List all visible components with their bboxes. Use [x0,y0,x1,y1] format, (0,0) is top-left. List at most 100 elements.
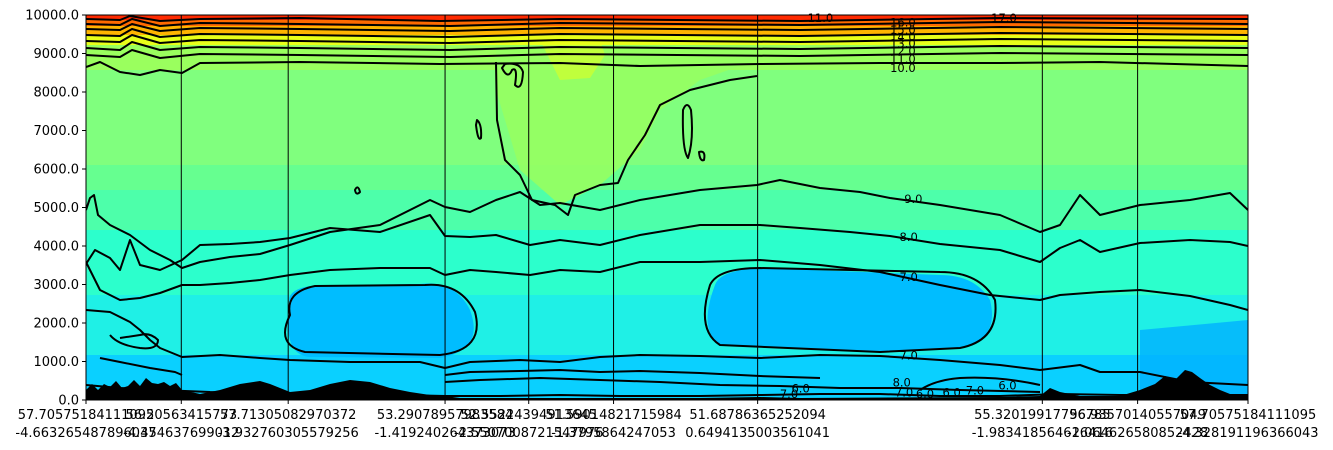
contour-label: 15.0 [890,23,916,37]
contour-line-8 [86,214,1248,271]
x-tick-label-longitude: -4.663265487896037 [15,426,156,441]
contour-line-6-right-ring [703,267,997,353]
field-yellow-patch [540,40,605,80]
contour-line-10-island-b [475,119,483,140]
contour-label: 16.0 [890,16,916,30]
x-tick-label-longitude: -1.3795864247053 [551,426,676,441]
x-tick-label-longitude: -3.932760305579256 [218,426,359,441]
contour-line-10-island-e [354,186,361,195]
contour-label: 11.0 [890,52,916,66]
y-tick-label: 2000.0 [34,317,80,332]
y-tick-label: 0.0 [58,394,79,409]
contour-label: 9.0 [904,192,922,206]
x-tick-label-longitude: -1.419240264373073 [374,426,515,441]
contour-line-13 [86,34,1248,44]
contour-line-16 [86,18,1248,27]
contour-label-text: 7.0 [900,348,918,362]
contour-label: 13.0 [890,36,916,50]
x-tick-label-latitude: 51.68786365252094 [689,408,825,423]
contour-label-text: 7.0 [900,270,918,284]
contour-line-12 [86,41,1248,51]
contour-label: 7.0 [966,383,984,397]
y-axis: 0.0 1000.0 2000.0 3000.0 4000.0 5000.0 6000.0 7… [25,9,86,409]
contour-line-7-bottom [444,377,1041,393]
contour-line-10-island-d [698,150,706,162]
y-tick-label: 3000.0 [34,278,80,293]
contour-line-6-loop [919,376,1041,391]
contour-label: 6.0 [791,381,809,395]
field-deep-blue-right [707,268,992,352]
contour-line-6-lower-b [99,357,183,376]
contour-line-10-island-a [501,62,524,88]
filled-contour-field [86,15,1248,400]
contour-level-labels: 16.015.014.013.012.011.010.011.017.09.08… [780,11,1017,401]
contour-line-6-lower-a [109,333,159,350]
contour-label: 8.0 [893,375,911,389]
contour-label-text: 7.0 [780,387,798,401]
contour-label-text: 6.0 [916,387,934,401]
contour-line-7 [86,259,1248,311]
x-tick-label-latitude: 56.93570140557049 [1069,408,1205,423]
x-tick-label-longitude: -4.454637699012 [123,426,239,441]
contour-line-7-lower [86,309,1248,386]
x-tick-label-latitude: 53.29078957983584 [377,408,513,423]
contour-lines [86,15,1248,397]
contour-label: 7.0 [900,270,918,284]
contour-line-8-bottom [444,369,821,379]
terrain-silhouette [86,370,1248,400]
contour-label-text: 6.0 [943,385,961,399]
contour-label: 7.0 [780,387,798,401]
x-tick-label-latitude: 55.32019917796785 [974,408,1110,423]
y-tick-label: 7000.0 [34,124,80,139]
contour-label-text: 9.0 [904,192,922,206]
contour-line-15 [86,23,1248,32]
contour-label: 8.0 [900,230,918,244]
contour-line-10 [86,61,1248,76]
x-tick-label-longitude: -4.328191196366043 [1177,426,1318,441]
y-tick-label: 6000.0 [34,163,80,178]
contour-line-14 [86,28,1248,38]
y-tick-label: 1000.0 [34,355,80,370]
x-tick-label-latitude: 51.59014821715984 [545,408,681,423]
contour-label: 6.0 [998,378,1016,392]
contour-label-text: 6.0 [998,378,1016,392]
contour-label-text: 8.0 [893,375,911,389]
y-tick-label: 5000.0 [34,201,80,216]
x-tick-label-latitude: 56.20563415773 [125,408,237,423]
contour-label-text: 13.0 [890,36,916,50]
contour-label: 12.0 [890,44,916,58]
contour-label: 17.0 [991,11,1017,25]
contour-label: 10.0 [890,61,916,75]
contour-label-text: 7.0 [895,385,913,399]
contour-line-6-left-ring [284,283,478,356]
x-tick-label-longitude: -2.5507008721547976 [454,426,603,441]
contour-label-text: 8.0 [900,230,918,244]
section-separators [180,15,1139,400]
y-tick-label: 4000.0 [34,240,80,255]
contour-label-text: 14.0 [890,30,916,44]
contour-label-text: 6.0 [791,381,809,395]
x-tick-label-longitude: 0.6494135003561041 [685,426,830,441]
contour-label-text: 7.0 [966,383,984,397]
y-tick-label: 9000.0 [34,47,80,62]
contour-label-text: 10.0 [890,61,916,75]
field-band-red-top [86,15,1248,20]
contour-line-11 [86,49,1248,59]
x-tick-label-latitude: 52.55224394913645 [460,408,596,423]
contour-label: 7.0 [900,348,918,362]
contour-line-10-island-c [681,104,693,159]
field-deep-blue-left [288,283,474,358]
y-tick-label: 8000.0 [34,86,80,101]
y-tick-label: 10000.0 [25,9,79,24]
contour-label: 7.0 [895,385,913,399]
x-tick-label-latitude: 57.71305082970372 [220,408,356,423]
contour-label-text: 17.0 [991,11,1017,25]
contour-label: 6.0 [916,387,934,401]
contour-line-9 [86,179,1248,269]
contour-label-text: 12.0 [890,44,916,58]
contour-label-text: 15.0 [890,23,916,37]
x-tick-label-longitude: -1.983418564616416 [972,426,1113,441]
contour-label: 6.0 [943,385,961,399]
contour-line-17 [86,15,1248,22]
contour-label-text: 16.0 [890,16,916,30]
